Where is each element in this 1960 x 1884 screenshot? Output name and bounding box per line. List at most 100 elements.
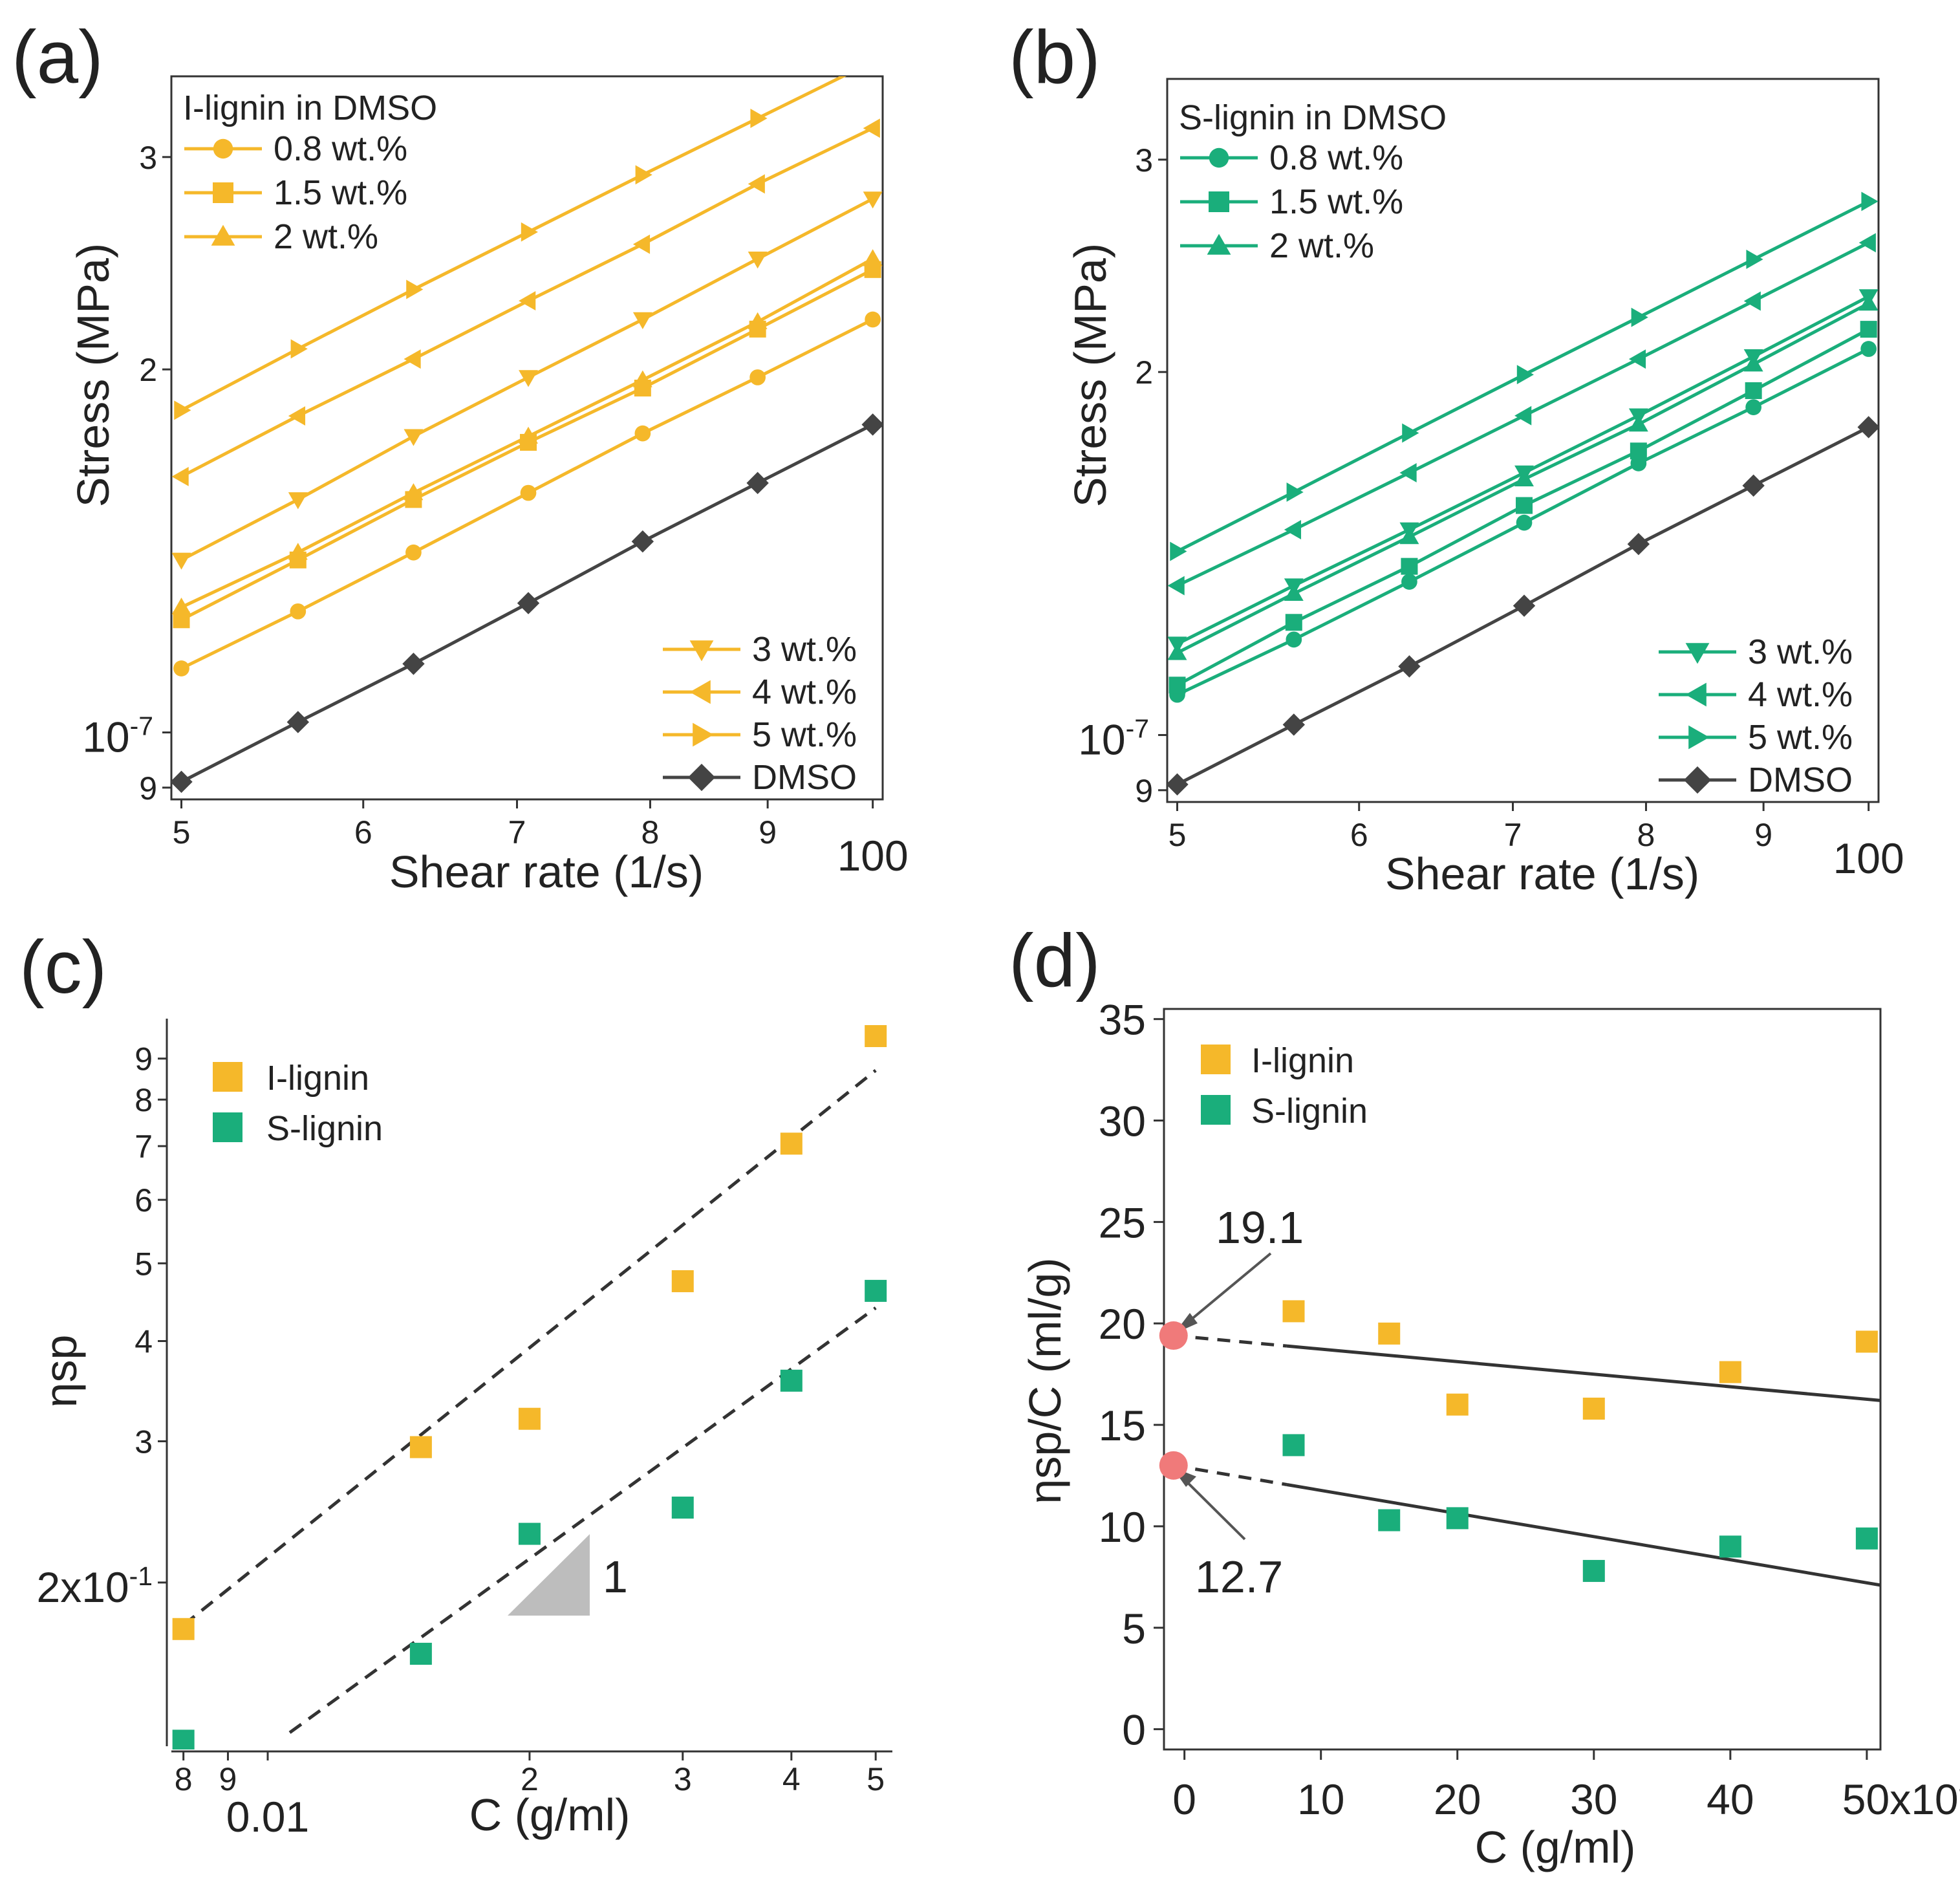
data-point-b-0-5 [1745,399,1761,415]
plot-area-b [1167,191,1879,796]
y-tick-label-b-2: 2 [1135,354,1153,391]
data-point-b-4-1 [1284,520,1302,539]
data-point-b-3-6 [1858,289,1879,307]
data-point-b-6-5 [1742,474,1765,497]
data-point-d-0-4 [1719,1361,1741,1383]
intercept-label-191: 19.1 [1216,1202,1304,1253]
legend-label-b-5: 5 wt.% [1748,718,1853,757]
legend-marker-b-4 [1685,682,1707,707]
legend-marker-b-6 [1683,766,1712,794]
data-point-b-3-1 [1284,578,1304,596]
legend-marker-b-5 [1688,725,1710,750]
data-point-b-0-2 [1401,574,1417,590]
y-tick-label-a-2: 2 [139,352,157,388]
data-point-d-1-3 [1582,1559,1605,1582]
y-tick-label-b-1: 10-7 [1078,713,1149,763]
data-point-b-4-0 [1167,576,1185,596]
legend-title-a: I-lignin in DMSO [183,89,437,127]
data-point-c-1-1 [409,1643,432,1665]
legend-label-b-2: 2 wt.% [1269,226,1374,265]
data-point-a-0-1 [290,603,307,620]
data-point-b-6-4 [1627,533,1650,556]
x-tick-label-d-0: 0 [1172,1775,1196,1823]
data-point-b-0-6 [1860,341,1877,357]
data-point-a-2-5 [748,312,768,329]
data-point-b-6-1 [1282,713,1305,736]
y-tick-label-c-7: 9 [135,1041,153,1077]
y-tick-label-d-5: 25 [1099,1198,1146,1246]
data-point-a-4-1 [288,406,306,426]
x-axis-title-d: C (g/ml) [1475,1822,1636,1872]
data-point-b-1-1 [1285,614,1302,631]
data-point-a-5-5 [750,109,768,128]
data-point-a-6-2 [402,653,425,675]
x-tick-label-d-4: 40 [1707,1775,1754,1823]
data-point-d-1-5 [1855,1527,1878,1550]
data-point-a-5-1 [290,339,308,359]
data-point-a-0-2 [405,544,422,561]
data-point-a-3-2 [404,429,424,446]
plot-frame-b [1166,78,1880,803]
y-tick-label-c-1: 3 [135,1424,153,1460]
legend-marker-d-1 [1201,1095,1231,1125]
data-point-a-0-0 [173,660,189,677]
data-point-b-6-3 [1513,594,1536,617]
legend-label-b-4: 4 wt.% [1748,675,1853,714]
data-point-c-0-0 [172,1618,195,1640]
data-point-c-1-2 [518,1522,541,1545]
data-point-d-1-1 [1378,1509,1401,1532]
x-tick-label-c-3: 2 [521,1761,539,1797]
y-tick-label-c-2: 4 [135,1324,153,1360]
x-tick-label-d-2: 20 [1434,1775,1481,1823]
legend-label-b-1: 1.5 wt.% [1269,182,1403,221]
data-point-b-3-2 [1399,522,1419,539]
panel-a: Shear rate (1/s) Stress (MPa) 5 6 7 8 9 100 9 1… [68,52,909,897]
legend-label-b-6: DMSO [1748,761,1853,799]
fit-line-d-1 [1286,1483,1880,1587]
data-point-a-0-6 [865,311,881,328]
legend-c: I-lignin S-lignin [213,1059,383,1148]
data-point-a-2-2 [404,483,424,501]
plot-area-d [1173,1300,1880,1587]
data-point-c-1-0 [172,1729,195,1749]
y-tick-label-d-2: 10 [1099,1503,1146,1551]
legend-label-c-0: I-lignin [266,1059,369,1098]
legend-label-a-4: 4 wt.% [752,673,857,711]
legend-marker-b-1 [1209,191,1229,212]
fit-line-d-0 [1286,1344,1880,1402]
legend-label-a-1: 1.5 wt.% [274,173,407,212]
data-point-a-3-3 [519,370,538,387]
data-point-a-3-6 [863,191,883,209]
data-point-b-3-4 [1628,408,1648,426]
y-tick-label-d-0: 0 [1122,1706,1146,1754]
panel-d: C (g/ml) ηsp/C (ml/g) 0 10 20 30 40 50x10-3 0 5… [1020,996,1960,1872]
legend-marker-a-3 [689,640,714,662]
y-tick-label-d-1: 5 [1122,1605,1146,1652]
data-point-a-5-6 [865,52,882,71]
data-point-b-3-3 [1514,465,1534,482]
y-tick-label-c-5: 7 [135,1129,153,1165]
x-tick-label-b-4: 9 [1754,817,1772,853]
data-point-a-2-4 [632,370,652,387]
y-axis-title-a: Stress (MPa) [68,243,118,507]
x-tick-label-a-1: 6 [354,814,372,850]
data-point-c-1-4 [780,1369,802,1392]
x-axis-title-a: Shear rate (1/s) [389,847,704,897]
fit-line-c-0 [182,1069,877,1627]
x-tick-label-a-4: 9 [759,814,777,850]
ticks-a: 5 6 7 8 9 100 9 10-7 2 3 [82,140,909,880]
fit-line-c-1 [288,1306,877,1734]
y-axis-title-d: ηsp/C (ml/g) [1020,1257,1070,1504]
data-point-b-3-0 [1167,636,1187,654]
x-tick-label-b-1: 6 [1350,817,1368,853]
data-point-b-5-5 [1746,250,1763,269]
data-point-b-4-2 [1399,463,1417,482]
fit-extrapolation-d-1 [1173,1464,1287,1486]
legend-label-b-0: 0.8 wt.% [1269,138,1403,177]
legend-marker-b-2 [1207,233,1231,255]
y-tick-label-c-0: 2x10-1 [37,1561,153,1611]
legend-b: S-lignin in DMSO 0.8 wt.% 1.5 wt.% 2 wt.% 3… [1179,98,1853,799]
plot-area-a [171,52,883,794]
data-point-b-4-5 [1743,291,1761,311]
